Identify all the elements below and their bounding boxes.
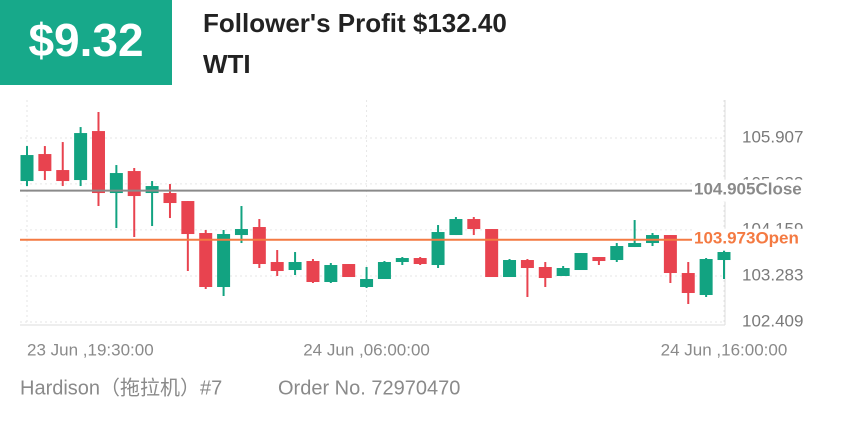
title: Follower's Profit $132.40 bbox=[203, 8, 507, 38]
candle-body bbox=[91, 131, 105, 194]
candle-body bbox=[342, 264, 356, 278]
symbol: WTI bbox=[203, 49, 251, 79]
reference-value: 103.973 bbox=[694, 229, 755, 248]
candle-body bbox=[270, 262, 284, 272]
candle-body bbox=[449, 219, 463, 236]
reference-name: Open bbox=[755, 229, 798, 248]
candle-body bbox=[199, 233, 213, 288]
candle-body bbox=[663, 235, 677, 274]
trader: Hardison（拖拉机）#7 bbox=[20, 376, 222, 399]
candle-body bbox=[74, 133, 88, 181]
y-tick-label: 102.409 bbox=[742, 311, 803, 330]
candle-body bbox=[628, 243, 642, 248]
candle-body bbox=[20, 155, 34, 182]
candle-body bbox=[485, 229, 499, 278]
candle-body bbox=[610, 246, 624, 261]
candle-body bbox=[377, 262, 391, 280]
candle-body bbox=[431, 232, 445, 266]
candle-body bbox=[556, 268, 570, 277]
candle-body bbox=[234, 229, 248, 236]
candle-body bbox=[181, 201, 195, 235]
reference-label: 104.905Close bbox=[694, 180, 802, 199]
candle-body bbox=[717, 252, 731, 261]
candle-body bbox=[252, 227, 266, 265]
candle-body bbox=[306, 261, 320, 283]
candle-body bbox=[395, 258, 409, 263]
candle-body bbox=[503, 260, 517, 278]
candle-body bbox=[145, 186, 159, 194]
x-tick-label: 24 Jun ,16:00:00 bbox=[661, 340, 788, 359]
reference-value: 104.905 bbox=[694, 180, 755, 199]
candle-body bbox=[56, 170, 70, 182]
candle-body bbox=[538, 267, 552, 279]
candle-body bbox=[699, 259, 713, 296]
candle-body bbox=[163, 193, 177, 204]
order-number: Order No. 72970470 bbox=[278, 377, 460, 399]
candle-body bbox=[324, 265, 338, 283]
candle-body bbox=[574, 253, 588, 271]
reference-label-bg bbox=[694, 179, 816, 202]
candle-body bbox=[360, 279, 374, 288]
y-tick-label: 103.283 bbox=[742, 265, 803, 284]
candle-body bbox=[413, 258, 427, 265]
candle-body bbox=[520, 260, 534, 269]
y-tick-label: 105.907 bbox=[742, 127, 803, 146]
candle-body bbox=[681, 273, 695, 294]
candle-body bbox=[592, 257, 606, 262]
x-tick-label: 24 Jun ,06:00:00 bbox=[303, 340, 430, 359]
candle-body bbox=[217, 234, 231, 288]
profit-badge bbox=[0, 0, 172, 85]
candle-body bbox=[127, 171, 141, 197]
reference-label: 103.973Open bbox=[694, 229, 799, 248]
candle-body bbox=[109, 173, 123, 194]
x-tick-label: 23 Jun ,19:30:00 bbox=[27, 340, 154, 359]
profit: $9.32 bbox=[28, 14, 143, 66]
reference-name: Close bbox=[755, 180, 801, 199]
reference-label-bg bbox=[694, 228, 816, 251]
candle-body bbox=[467, 219, 481, 230]
candle-body bbox=[38, 154, 52, 172]
candle-body bbox=[288, 262, 302, 271]
